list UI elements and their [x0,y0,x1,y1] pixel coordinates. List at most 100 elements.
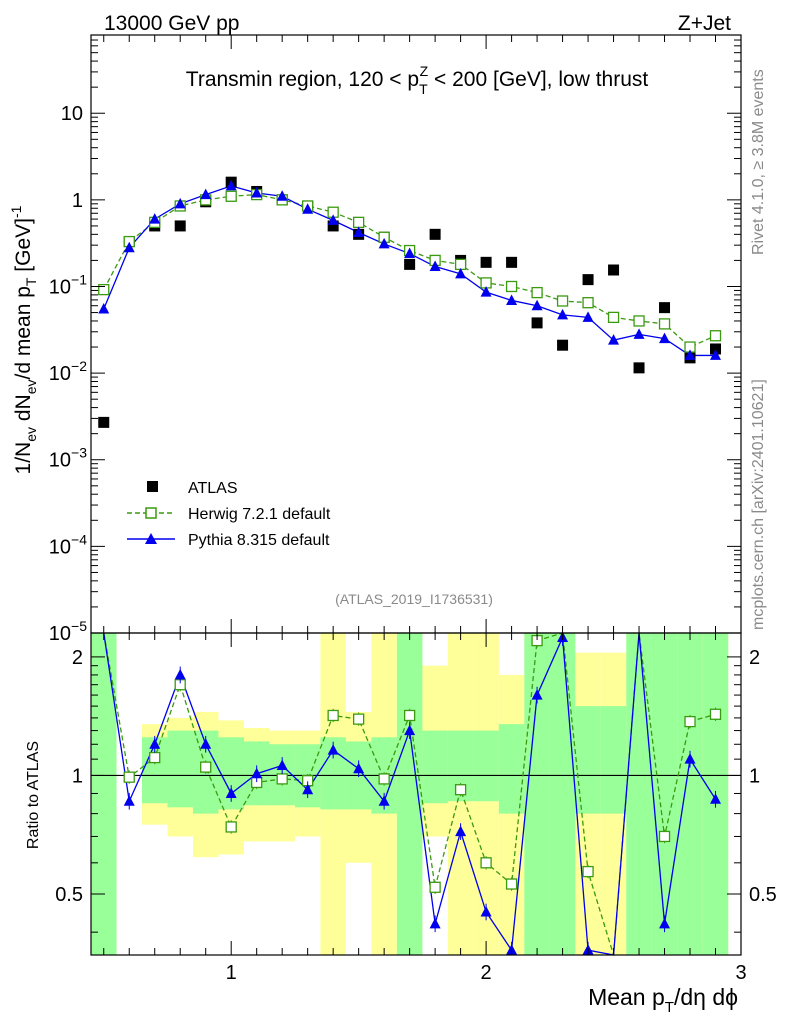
herwig-point-18 [556,295,569,307]
herwig-ratio-point-2 [149,751,161,764]
herwig-point-19 [582,297,594,309]
y-tick-label-5: 1 [72,190,83,212]
header-left: 13000 GeV pp [104,12,239,35]
pythia-point-6 [251,187,263,198]
atlas-point-19 [582,274,594,286]
pythia-ratio-point-17 [531,689,543,700]
side-text-rivet: Rivet 4.1.0, ≥ 3.8M events [750,69,767,255]
herwig-ratio-point-13 [429,881,441,893]
y-tick-label-4: 10−1 [49,271,87,298]
herwig-point-0 [98,283,110,296]
pythia-point-9 [327,214,339,225]
herwig-ratio-point-11 [378,773,390,785]
herwig-point-16 [505,280,518,293]
legend-pythia-label: Pythia 8.315 default [188,532,330,549]
pythia-point-11 [378,237,390,249]
ratio-band-green-21 [626,633,652,955]
y-tick-label-6: 10 [61,103,83,125]
plot-title-pre: Transmin region, 120 < p [186,68,419,91]
herwig-point-24 [709,330,722,342]
herwig-ratio-point-1 [123,771,135,783]
x-axis-label: Mean pT/dη dϕ [588,984,738,1016]
pythia-point-24 [710,349,722,360]
ratio-band-green-15 [473,730,499,802]
atlas-point-15 [480,256,492,268]
ratio-tick-label-left-1: 1 [72,765,83,787]
pythia-ratio-point-10 [353,762,365,774]
herwig-point-21 [633,315,645,327]
pythia-point-7 [276,190,288,201]
pythia-ratio-point-9 [327,744,339,755]
pythia-point-1 [123,241,135,253]
pythia-ratio-point-13 [429,917,441,929]
herwig-point-20 [607,311,620,324]
herwig-ratio-point-22 [658,830,671,843]
pythia-point-20 [608,334,620,345]
ratio-band-green-23 [677,633,703,955]
ratio-frame [90,632,742,956]
pythia-ratio-point-2 [149,738,161,749]
herwig-ratio-point-10 [352,713,365,725]
pythia-point-14 [455,267,467,279]
pythia-point-8 [302,203,314,214]
ratio-band-green-22 [651,633,678,955]
axes: 10−5 10−4 10−3 10−2 10−1 1 10 1 2 3 0.5 0.5 1 1 2 2 [49,34,777,984]
atlas-point-13 [429,228,441,240]
pythia-ratio-point-14 [455,825,467,837]
x-tick-label-2: 3 [735,962,746,984]
ratio-tick-label-right-2: 2 [749,647,760,669]
y-tick-label-3: 10−2 [49,358,87,385]
plot-title-post: < 200 [GeV], low thrust [428,68,648,91]
atlas-point-9 [327,220,339,232]
pythia-point-23 [684,349,696,360]
ratio-tick-label-right-0: 0.5 [749,884,777,906]
herwig-ratio-point-16 [505,878,518,890]
pythia-point-3 [174,197,186,209]
ratio-uncertainty-bands [91,633,729,955]
pythia-point-22 [659,332,671,344]
pythia-ratio-point-7 [276,759,288,770]
x-tick-label-0: 1 [226,962,237,984]
x-tick-label-1: 2 [481,962,492,984]
pythia-ratio-point-22 [659,917,671,929]
pythia-ratio-point-15 [480,906,492,917]
ratio-band-yellow-16 [498,674,525,955]
plot-title-sup: Z [420,63,429,79]
pythia-ratio-point-12 [404,724,416,736]
analysis-id: (ATLAS_2019_I1736531) [335,591,493,607]
atlas-point-16 [506,256,518,268]
atlas-point-22 [659,302,671,314]
herwig-ratio-point-5 [225,821,237,833]
ratio-band-green-3 [167,730,193,808]
atlas-point-24 [710,343,722,355]
y-tick-label-0: 10−5 [49,618,87,645]
plot-title-sub: T [419,81,428,97]
ratio-band-green-17 [524,633,550,955]
legend-herwig-marker [145,507,157,519]
pythia-line [103,185,716,357]
pythia-ratio-point-8 [302,783,314,795]
ratio-band-green-19 [575,706,601,814]
pythia-point-21 [633,328,645,339]
ratio-tick-label-left-0: 0.5 [55,884,83,906]
pythia-point-18 [557,308,569,320]
herwig-ratio-point-12 [403,709,416,722]
y-tick-label-1: 10−4 [49,531,87,558]
pythia-point-16 [506,294,518,305]
pythia-point-2 [149,213,161,224]
ratio-tick-label-left-2: 2 [72,647,83,669]
pythia-ratio-point-24 [710,793,722,804]
pythia-point-12 [404,247,416,259]
herwig-ratio-point-14 [454,784,467,796]
atlas-point-12 [404,258,416,270]
legend-atlas-marker [147,481,158,492]
herwig-point-5 [225,190,237,202]
pythia-ratio-point-23 [684,753,696,764]
legend-herwig-label: Herwig 7.2.1 default [188,506,331,523]
header-right: Z+Jet [678,12,731,35]
pythia-point-10 [353,226,365,237]
y-tick-label-2: 10−3 [49,445,87,472]
pythia-point-5 [225,179,237,191]
pythia-ratio-point-5 [225,787,237,798]
